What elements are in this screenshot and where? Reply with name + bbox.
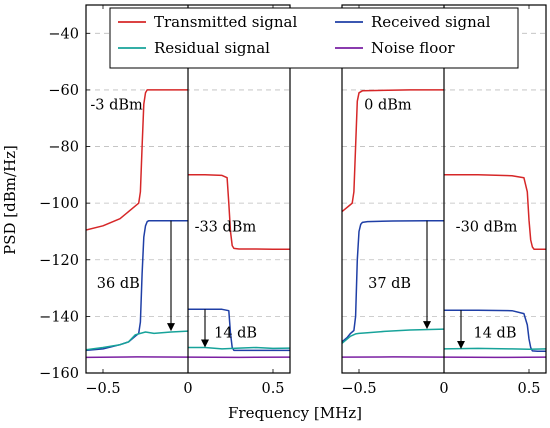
annotation-label: 14 dB bbox=[214, 326, 257, 342]
transmitted-signal-line bbox=[86, 89, 188, 231]
legend-box bbox=[109, 7, 519, 69]
y-tick-label: −60 bbox=[48, 83, 79, 99]
panel-1-series bbox=[86, 89, 290, 359]
residual-signal-line bbox=[443, 347, 546, 350]
legend-layer: Transmitted signal Received signal Residua… bbox=[109, 7, 519, 69]
tick-layer: −0.5 0 0.5 −0.5 0 0.5 −160 −140 −120 −100 −80 −60 −4… bbox=[39, 5, 541, 397]
residual-signal-line bbox=[188, 346, 290, 350]
legend-label-transmitted-signal: Transmitted signal bbox=[154, 13, 298, 31]
legend-label-received-signal: Received signal bbox=[371, 13, 491, 31]
x-tick-label: −0.5 bbox=[85, 381, 120, 397]
y-tick-label: −140 bbox=[39, 309, 79, 325]
x-axis-label: Frequency [MHz] bbox=[228, 404, 362, 422]
legend-label-noise-floor: Noise floor bbox=[371, 39, 455, 57]
annotation-label: 14 dB bbox=[474, 326, 517, 342]
panel-2-series bbox=[342, 89, 546, 359]
y-tick-label: −120 bbox=[39, 253, 79, 269]
annotation-layer: -3 dBm -33 dBm 36 dB 14 dB 0 dBm -30 dBm 37 dB… bbox=[90, 98, 518, 349]
x-tick-label: 0.5 bbox=[517, 381, 540, 397]
annotation-label: 36 dB bbox=[97, 276, 140, 292]
x-tick-label: −0.5 bbox=[341, 381, 376, 397]
y-tick-label: −80 bbox=[48, 140, 79, 156]
annotation-label: 0 dBm bbox=[364, 98, 412, 114]
residual-signal-line bbox=[86, 330, 189, 351]
residual-signal-line bbox=[342, 328, 445, 344]
y-tick-label: −100 bbox=[39, 196, 79, 212]
noise-floor-line bbox=[86, 356, 189, 359]
annotation-label: -30 dBm bbox=[456, 219, 518, 235]
received-signal-line bbox=[342, 219, 444, 343]
x-tick-label: 0 bbox=[439, 381, 448, 397]
annotation-label: -33 dBm bbox=[195, 219, 257, 235]
legend-label-residual-signal: Residual signal bbox=[154, 39, 270, 57]
transmitted-signal-line bbox=[444, 174, 546, 251]
x-tick-label: 0 bbox=[183, 381, 192, 397]
y-tick-label: −40 bbox=[48, 26, 79, 42]
annotation-label: 37 dB bbox=[368, 276, 411, 292]
x-tick-label: 0.5 bbox=[261, 381, 284, 397]
received-signal-line bbox=[188, 308, 290, 352]
series-layer bbox=[86, 89, 546, 359]
received-signal-line bbox=[444, 309, 546, 352]
transmitted-signal-line bbox=[342, 89, 444, 213]
y-axis-label: PSD [dBm/Hz] bbox=[1, 145, 19, 255]
y-tick-label: −160 bbox=[39, 366, 79, 382]
annotation-label: -3 dBm bbox=[90, 98, 143, 114]
transmitted-signal-line bbox=[188, 174, 290, 251]
